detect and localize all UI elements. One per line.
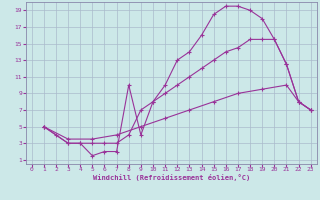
X-axis label: Windchill (Refroidissement éolien,°C): Windchill (Refroidissement éolien,°C): [92, 174, 250, 181]
